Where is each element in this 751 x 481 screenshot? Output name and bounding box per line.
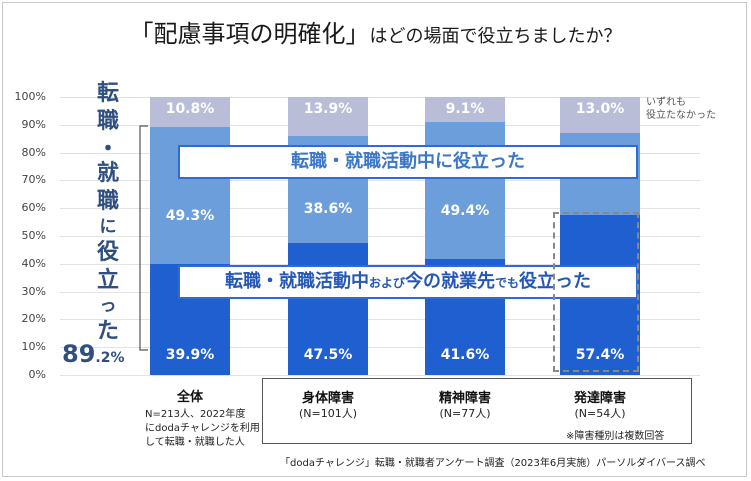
- data-label: 57.4%: [575, 347, 625, 363]
- side-label-char: に: [99, 217, 117, 237]
- overall-note-line1: N=213人、2022年度: [145, 409, 246, 420]
- data-label: 49.4%: [440, 202, 490, 219]
- band-lower-small2: でも: [495, 276, 520, 290]
- y-tick-label: 60%: [21, 201, 46, 215]
- band-during-and-after: 転職・就職活動中および今の就業先でも役立った: [178, 265, 638, 299]
- bar-both-segment: [288, 242, 368, 375]
- y-tick-label: 70%: [21, 173, 46, 187]
- gridline: [60, 97, 700, 98]
- overall-note-line3: して転職・就職した人: [145, 437, 245, 448]
- highlight-box: [553, 212, 639, 372]
- gridline: [60, 208, 700, 210]
- y-tick-label: 0%: [28, 368, 46, 381]
- category-count: (N=101人): [298, 407, 358, 420]
- side-label-char: た: [96, 319, 119, 344]
- category-label: 精神障害: [438, 391, 491, 406]
- legend-none-line1: いずれも: [646, 97, 686, 108]
- overall-note-line2: にdodaチャレンジを利用: [145, 423, 260, 434]
- band-lower-main: 転職・就職活動中: [224, 271, 369, 292]
- band-upper-text: 転職・就職活動中に役立った: [291, 151, 525, 172]
- gridline: [60, 347, 700, 349]
- data-label: 9.1%: [445, 100, 485, 117]
- data-label: 39.9%: [165, 347, 215, 363]
- multi-answer-note: ※障害種別は複数回答: [566, 431, 665, 442]
- y-tick-label: 80%: [21, 145, 46, 159]
- y-tick-label: 40%: [21, 256, 46, 270]
- data-label: 47.5%: [303, 347, 353, 363]
- y-tick-label: 30%: [21, 284, 46, 298]
- title-main: 「配慮事項の明確化」: [129, 20, 370, 48]
- side-label-char: 職: [96, 189, 119, 214]
- bar-none-segment: [150, 97, 230, 128]
- gridline: [60, 263, 700, 265]
- band-lower-main3: 役立った: [519, 271, 592, 292]
- category-label: 身体障害: [301, 391, 354, 406]
- title-sub: はどの場面で役立ちましたか？: [369, 26, 622, 47]
- y-tick-label: 10%: [21, 340, 46, 354]
- legend-none-line2: 役立たなかった: [646, 110, 716, 121]
- data-label: 49.3%: [165, 207, 215, 224]
- side-label-char: 役: [96, 240, 119, 265]
- band-lower-small1: および: [368, 276, 405, 290]
- data-label: 13.0%: [575, 101, 625, 117]
- category-label: 発達障害: [573, 391, 626, 406]
- bar-none-segment: [560, 97, 640, 134]
- gridline: [60, 180, 700, 182]
- bar-none-segment: [288, 97, 368, 136]
- side-label-char: っ: [99, 296, 117, 316]
- gridline: [60, 124, 700, 126]
- y-tick-label: 20%: [21, 312, 46, 326]
- band-during-job-hunting: 転職・就職活動中に役立った: [178, 145, 638, 179]
- data-label: 13.9%: [303, 101, 353, 117]
- source-note: 「dodaチャレンジ」転職・就職者アンケート調査（2023年6月実施）パーソルダ…: [280, 458, 706, 469]
- chart-title: 「配慮事項の明確化」はどの場面で役立ちましたか？: [0, 14, 751, 49]
- slide-frame: [2, 2, 747, 477]
- side-label-char: ・: [96, 137, 119, 162]
- gridline: [60, 236, 700, 237]
- gridline: [60, 319, 700, 321]
- bracket: [139, 125, 148, 351]
- gridline: [60, 375, 700, 376]
- category-label: 全体: [176, 390, 203, 405]
- y-tick-label: 100%: [14, 90, 46, 103]
- bar-during-segment: [425, 122, 505, 260]
- category-count: (N=54人): [574, 407, 626, 420]
- data-label: 10.8%: [165, 101, 215, 117]
- total-percent: 89.2%: [62, 340, 152, 368]
- side-label-char: 職: [96, 109, 119, 134]
- data-label: 38.6%: [303, 201, 353, 218]
- disability-group-box: [262, 378, 692, 444]
- side-label-char: 転: [96, 81, 119, 106]
- total-main: 89: [62, 340, 96, 368]
- data-label: 41.6%: [440, 347, 490, 363]
- overall-note: N=213人、2022年度 にdodaチャレンジを利用 して転職・就職した人: [145, 408, 260, 450]
- y-tick-label: 50%: [21, 229, 46, 242]
- total-decimal: .2%: [95, 350, 125, 366]
- y-tick-label: 90%: [21, 117, 46, 131]
- side-label-char: 就: [96, 161, 119, 186]
- bar-none-segment: [425, 96, 505, 123]
- band-lower-main2: 今の就業先: [405, 271, 495, 292]
- category-count: (N=77人): [439, 407, 491, 420]
- side-label-char: 立: [96, 268, 119, 293]
- legend-none: いずれも 役立たなかった: [646, 96, 716, 122]
